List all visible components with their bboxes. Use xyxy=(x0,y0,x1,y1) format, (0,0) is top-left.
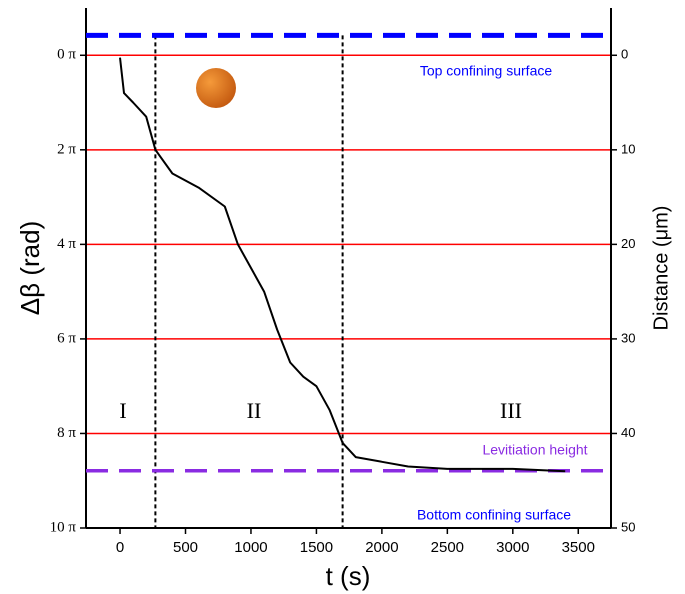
y-tick-label: 8 π xyxy=(57,425,76,441)
x-tick-label: 0 xyxy=(116,539,124,556)
y-tick-label: 0 π xyxy=(57,47,76,63)
y2-tick-label: 30 xyxy=(621,330,635,345)
x-tick-label: 500 xyxy=(173,539,198,556)
y-axis-title: Δβ (rad) xyxy=(15,221,45,315)
annotation: I xyxy=(119,398,126,423)
y-tick-label: 2 π xyxy=(57,141,76,157)
y2-tick-label: 50 xyxy=(621,519,635,534)
annotation: Bottom confining surface xyxy=(417,507,571,523)
annotation: II xyxy=(247,398,262,423)
annotation: III xyxy=(500,398,522,423)
y-tick-label: 4 π xyxy=(57,236,76,252)
x-tick-label: 3500 xyxy=(562,539,595,556)
x-tick-label: 2500 xyxy=(431,539,464,556)
x-tick-label: 1000 xyxy=(234,539,267,556)
y2-tick-label: 40 xyxy=(621,425,635,440)
y2-tick-label: 20 xyxy=(621,236,635,251)
y-tick-label: 10 π xyxy=(50,519,77,535)
x-tick-label: 1500 xyxy=(300,539,333,556)
data-line xyxy=(119,57,566,473)
x-axis-title: t (s) xyxy=(326,561,371,591)
y2-tick-label: 0 xyxy=(621,47,628,62)
annotation: Top confining surface xyxy=(420,63,553,79)
particle-icon xyxy=(196,68,236,108)
y-tick-label: 6 π xyxy=(57,330,76,346)
annotation: Levitiation height xyxy=(482,442,587,458)
x-tick-label: 3000 xyxy=(496,539,529,556)
y2-tick-label: 10 xyxy=(621,141,635,156)
y2-axis-title: Distance (μm) xyxy=(650,206,672,331)
x-tick-label: 2000 xyxy=(365,539,398,556)
